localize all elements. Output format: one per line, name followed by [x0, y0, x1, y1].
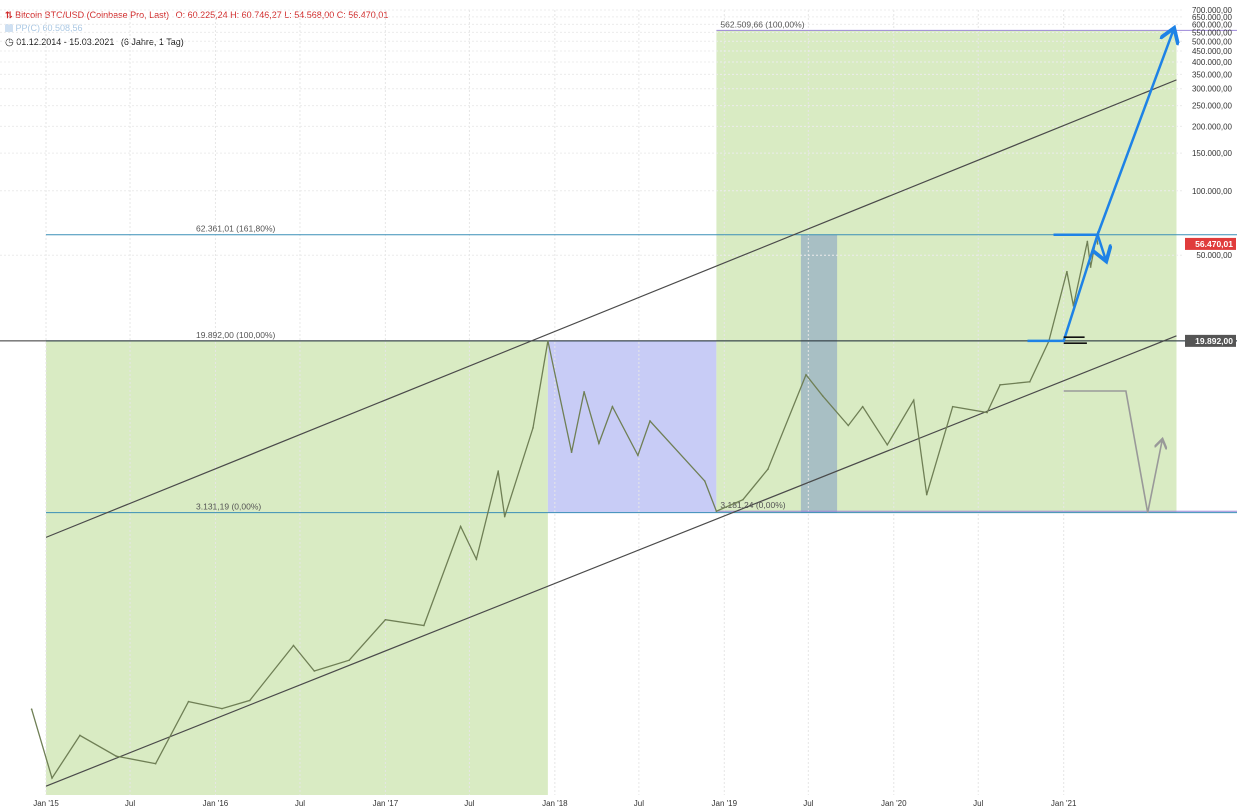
price-point-19: [570, 451, 573, 454]
fib-level-label-4: 3.181,24 (0,00%): [720, 500, 785, 510]
x-tick-label-5: Jul: [464, 799, 474, 808]
x-tick-label-8: Jan '19: [712, 799, 738, 808]
price-point-24: [649, 420, 651, 422]
y-tick-label-4: 500.000,00: [1192, 37, 1233, 46]
projection-arrow-4: [1063, 390, 1162, 513]
y-tick-label-13: 50.000,00: [1196, 251, 1232, 260]
price-point-3: [115, 755, 117, 757]
price-point-26: [715, 510, 718, 512]
price-point-37: [986, 411, 988, 414]
y-tick-label-1: 650.000,00: [1192, 13, 1233, 22]
price-point-33: [886, 443, 889, 446]
x-tick-label-9: Jul: [803, 799, 813, 808]
price-point-17: [532, 427, 534, 429]
price-point-12: [423, 624, 425, 627]
zone-1: [547, 340, 717, 513]
price-point-35: [925, 493, 928, 496]
last-value-label: 56.470,01: [1195, 239, 1233, 249]
price-point-4: [154, 762, 157, 765]
price-point-31: [847, 424, 850, 427]
price-point-34: [912, 399, 915, 402]
price-point-27: [742, 498, 744, 501]
price-point-30: [821, 395, 824, 397]
price-point-1: [51, 777, 53, 779]
x-tick-label-11: Jul: [973, 799, 983, 808]
price-point-10: [348, 659, 350, 661]
indicator-value: PP(C) 60.508,56: [15, 23, 83, 33]
y-tick-label-5: 450.000,00: [1192, 47, 1233, 56]
fib-level-label-1: 19.892,00 (100,00%): [196, 330, 276, 340]
chart-title: Bitcoin BTC/USD (Coinbase Pro, Last): [15, 10, 170, 20]
price-point-5: [187, 700, 190, 703]
price-point-11: [384, 618, 387, 621]
clock-icon: ◷: [5, 37, 14, 48]
y-tick-label-7: 350.000,00: [1192, 70, 1233, 79]
x-tick-label-2: Jan '16: [203, 799, 229, 808]
price-point-41: [1066, 270, 1068, 273]
price-point-18: [547, 340, 549, 342]
symbol-icon: ⇅: [5, 10, 13, 20]
projection-arrow-1: [1027, 230, 1106, 343]
zone-3: [800, 234, 838, 513]
price-point-20: [583, 390, 585, 393]
last-value-tag: [1185, 237, 1236, 250]
y-tick-label-12: 100.000,00: [1192, 187, 1233, 196]
price-point-29: [805, 374, 807, 376]
price-point-21: [598, 442, 600, 445]
ohlc-values: O: 60.225,24 H: 60.746,27 L: 54.568,00 C…: [175, 10, 389, 20]
zone-2: [716, 30, 1177, 513]
price-point-25: [704, 480, 706, 482]
date-range-note: (6 Jahre, 1 Tag): [120, 37, 184, 47]
channel-line-0: [45, 79, 1177, 538]
date-range: 01.12.2014 - 15.03.2021: [16, 37, 115, 47]
price-point-46: [1096, 243, 1099, 245]
price-point-39: [1028, 381, 1031, 383]
price-point-32: [861, 405, 864, 408]
price-point-38: [999, 383, 1001, 386]
y-tick-label-11: 150.000,00: [1192, 149, 1233, 158]
price-point-2: [79, 734, 81, 737]
x-tick-label-0: Jan '15: [33, 799, 59, 808]
price-point-28: [767, 468, 769, 470]
price-point-14: [475, 558, 478, 560]
y-tick-label-9: 250.000,00: [1192, 102, 1233, 111]
price-point-0: [30, 708, 33, 710]
x-tick-label-12: Jan '21: [1051, 799, 1077, 808]
chart-header-title-row: ⇅ Bitcoin BTC/USD (Coinbase Pro, Last) O…: [5, 10, 388, 21]
price-point-44: [1089, 266, 1092, 268]
x-tick-label-10: Jan '20: [881, 799, 907, 808]
indicator-row: PP(C) 60.508,56: [5, 23, 83, 33]
price-point-16: [503, 515, 506, 518]
level-tag: [1185, 334, 1236, 347]
x-tick-label-4: Jan '17: [373, 799, 399, 808]
x-tick-label-1: Jul: [125, 799, 135, 808]
x-tick-label-3: Jul: [295, 799, 305, 808]
price-point-9: [313, 670, 316, 672]
level-tag-label: 19.892,00: [1195, 336, 1233, 346]
y-tick-label-3: 550.000,00: [1192, 28, 1233, 37]
date-range-row: ◷ 01.12.2014 - 15.03.2021 (6 Jahre, 1 Ta…: [5, 37, 184, 48]
price-point-43: [1086, 240, 1089, 243]
indicator-icon: [5, 24, 13, 32]
zone-0: [46, 340, 548, 795]
price-point-13: [459, 525, 462, 528]
price-point-7: [249, 699, 251, 702]
price-point-8: [292, 644, 295, 647]
price-point-22: [611, 405, 614, 408]
price-point-6: [221, 707, 223, 710]
x-tick-label-7: Jul: [634, 799, 644, 808]
price-point-36: [951, 405, 954, 408]
price-point-23: [637, 454, 639, 457]
y-tick-label-6: 400.000,00: [1192, 58, 1233, 67]
fib-level-label-2: 3.131,19 (0,00%): [196, 502, 261, 512]
y-tick-label-10: 200.000,00: [1192, 122, 1233, 131]
y-tick-label-2: 600.000,00: [1192, 20, 1233, 29]
y-tick-label-8: 300.000,00: [1192, 85, 1233, 94]
price-point-15: [497, 470, 500, 472]
x-tick-label-6: Jan '18: [542, 799, 568, 808]
fib-level-label-0: 62.361,01 (161,80%): [196, 224, 276, 234]
fib-level-label-3: 562.509,66 (100,00%): [720, 19, 804, 29]
y-tick-label-0: 700.000,00: [1192, 6, 1233, 15]
